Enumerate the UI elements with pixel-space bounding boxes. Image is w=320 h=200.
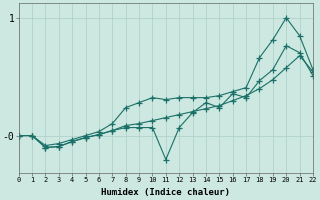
X-axis label: Humidex (Indice chaleur): Humidex (Indice chaleur): [101, 188, 230, 197]
